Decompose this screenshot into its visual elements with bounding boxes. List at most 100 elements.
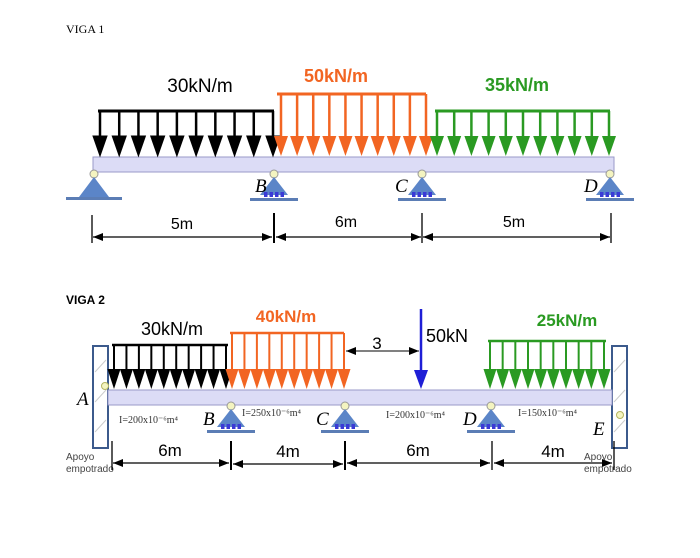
viga2-dimensions	[111, 441, 615, 470]
load-arrow-head	[430, 136, 444, 156]
load-arrow-head	[584, 369, 598, 389]
load-arrow-head	[149, 135, 166, 158]
viga1-load-label-3: 35kN/m	[485, 75, 549, 95]
viga1-support-a	[66, 169, 122, 200]
support-pin	[269, 169, 279, 179]
viga2-span-4: 4m	[541, 442, 565, 461]
load-arrow-head	[322, 136, 337, 156]
load-arrow-head	[169, 135, 185, 158]
load-arrow-head	[337, 369, 351, 389]
load-arrow-head	[207, 135, 224, 158]
viga2-support-b	[207, 401, 255, 433]
load-arrow-head	[386, 136, 401, 156]
load-arrow-head	[207, 369, 221, 389]
load-arrow-head	[312, 369, 326, 389]
load-arrow-head	[119, 369, 133, 389]
load-arrow-head	[132, 369, 146, 389]
support-triangle	[596, 177, 624, 195]
support-base	[586, 198, 634, 201]
load-arrow-head	[290, 136, 305, 156]
load-arrow-head	[508, 369, 522, 389]
load-arrow-head	[516, 136, 530, 156]
support-base	[321, 430, 369, 433]
load-arrow-head	[194, 369, 208, 389]
load-arrow-head	[481, 136, 496, 156]
viga1-load-35	[430, 109, 616, 156]
support-pin	[340, 401, 350, 411]
viga1-load-30	[92, 109, 281, 158]
load-arrow-head	[144, 369, 158, 389]
load-arrow-head	[534, 369, 548, 389]
viga1-support-d-label: D	[583, 176, 598, 197]
load-arrow-head	[584, 136, 599, 156]
load-arrow-head	[246, 135, 262, 158]
load-arrow-head	[226, 135, 243, 158]
load-arrow-head	[602, 136, 616, 156]
support-triangle	[477, 409, 505, 427]
load-arrow-head	[107, 369, 121, 389]
load-arrow-head	[130, 135, 147, 158]
viga2-point-load-offset-label: 3	[372, 334, 381, 353]
load-arrow-head	[597, 369, 611, 389]
support-roller	[605, 192, 609, 197]
support-roller	[269, 192, 273, 197]
viga2-title: VIGA 2	[66, 293, 105, 307]
support-roller	[232, 424, 236, 429]
load-arrow-head	[300, 369, 314, 389]
load-arrow-head	[325, 369, 339, 389]
support-roller	[492, 424, 496, 429]
viga2-support-a-note-1: Apoyo	[66, 452, 95, 463]
viga1-beam	[92, 156, 615, 173]
load-arrow-head	[521, 369, 535, 389]
viga1-support-d	[586, 169, 634, 201]
viga2-support-e-note-2: empotrado	[584, 464, 632, 475]
load-arrow-head	[157, 369, 171, 389]
support-roller	[428, 192, 432, 197]
support-base	[467, 430, 515, 433]
viga2-fixed-support-a	[92, 345, 109, 449]
load-arrow-head	[354, 136, 369, 156]
viga2-point-load	[414, 309, 428, 389]
support-roller	[417, 192, 421, 197]
viga1-title: VIGA 1	[66, 22, 104, 36]
support-roller	[423, 192, 427, 197]
load-arrow-head	[237, 369, 251, 389]
support-roller	[611, 192, 615, 197]
load-arrow-head	[169, 369, 183, 389]
load-arrow-head	[498, 136, 513, 156]
support-roller	[412, 192, 416, 197]
viga2-support-d-label: D	[462, 409, 477, 430]
load-arrow-head	[275, 369, 289, 389]
viga1-load-label-1: 30kN/m	[167, 76, 232, 97]
viga1-support-b	[250, 169, 298, 201]
viga2-inertia-3: I=200x10⁻⁶m⁴	[386, 410, 446, 421]
viga1-support-c	[398, 169, 446, 201]
viga2-support-d	[467, 401, 515, 433]
viga1-span-1: 5m	[171, 216, 193, 233]
load-arrow-head	[92, 135, 108, 158]
load-arrow-head	[250, 369, 264, 389]
viga2-diagram: VIGA 2	[66, 293, 632, 475]
viga1-span-3: 5m	[503, 214, 525, 231]
support-roller	[486, 424, 490, 429]
load-arrow-head	[338, 136, 353, 156]
support-triangle	[260, 177, 288, 195]
viga2-load-label-2: 40kN/m	[256, 307, 316, 326]
load-arrow-head	[182, 369, 196, 389]
viga1-span-2: 6m	[335, 214, 357, 231]
load-arrow-head	[447, 136, 462, 156]
support-pin	[226, 401, 236, 411]
viga2-fixed-support-e	[611, 345, 628, 449]
viga1-support-c-label: C	[395, 176, 408, 197]
load-arrow-head	[550, 136, 565, 156]
viga2-span-3: 6m	[406, 441, 430, 460]
load-arrow-head	[533, 136, 548, 156]
load-arrow-head	[483, 369, 497, 389]
load-arrow-head	[306, 136, 321, 156]
support-base	[207, 430, 255, 433]
support-triangle	[331, 409, 359, 427]
support-base	[250, 198, 298, 201]
viga1-support-b-label: B	[255, 176, 267, 197]
viga2-support-b-label: B	[203, 409, 215, 430]
